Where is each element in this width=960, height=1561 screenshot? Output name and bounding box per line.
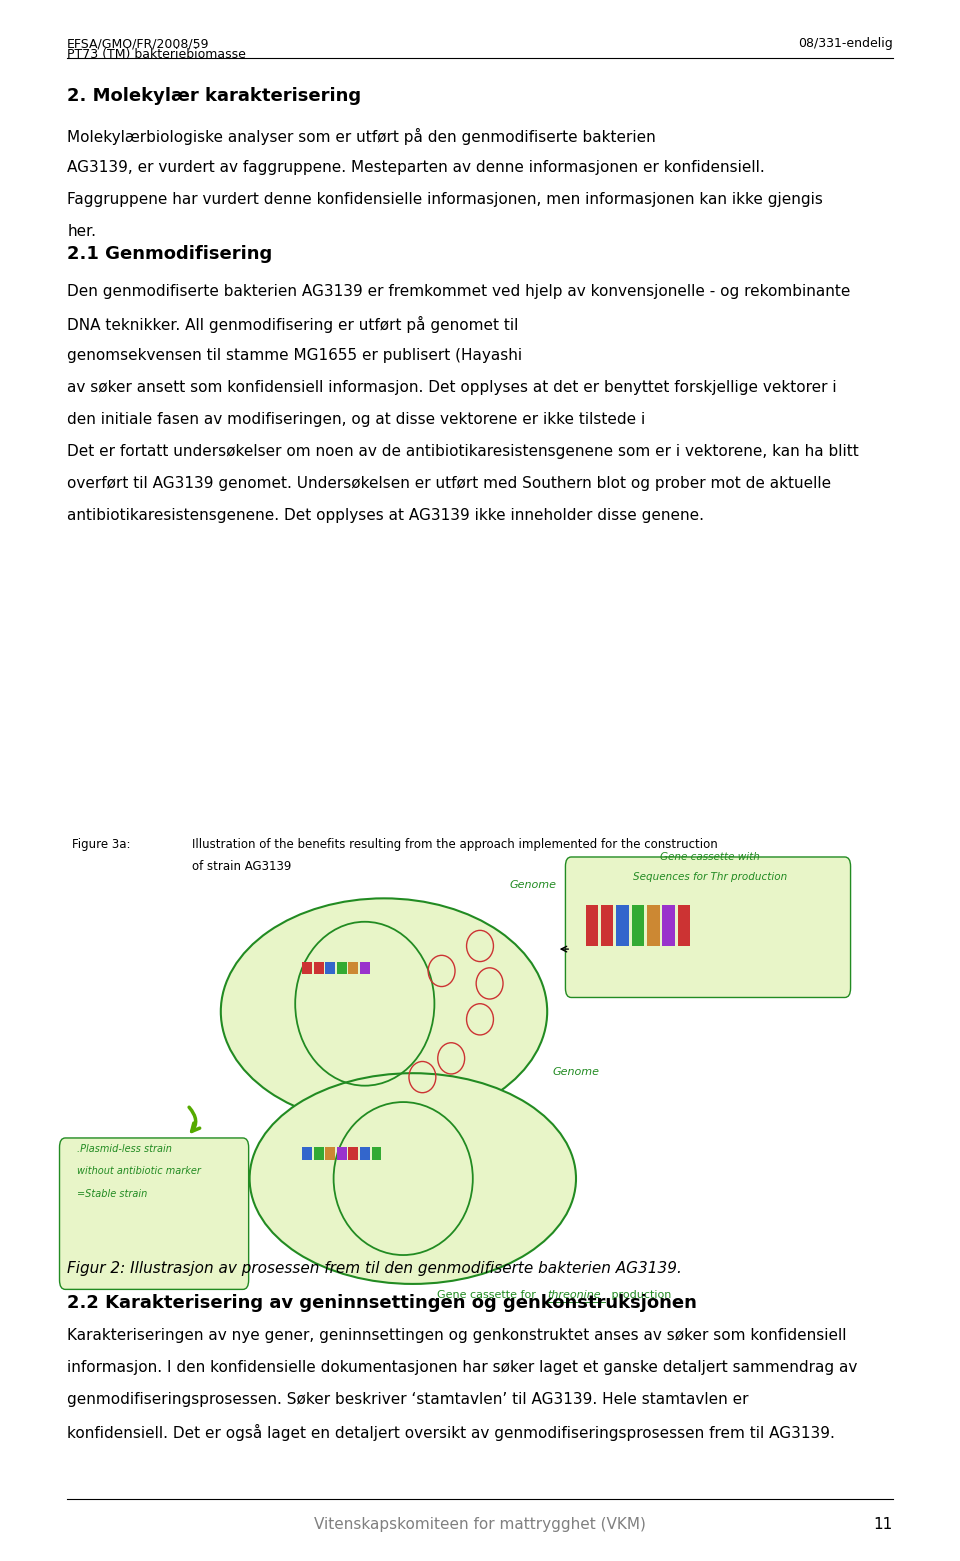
Bar: [337, 1147, 347, 1160]
Text: Det er fortatt undersøkelser om noen av de antibiotikaresistensgenene som er i v: Det er fortatt undersøkelser om noen av …: [67, 445, 859, 459]
Text: Gene cassette for: Gene cassette for: [437, 1291, 540, 1300]
Bar: [586, 905, 598, 946]
Text: threonine: threonine: [547, 1291, 601, 1300]
Text: EFSA/GMO/FR/2008/59: EFSA/GMO/FR/2008/59: [67, 37, 209, 50]
Text: Molekylærbiologiske analyser som er utført på den genmodifiserte bakterien: Molekylærbiologiske analyser som er utfø…: [67, 128, 660, 145]
Ellipse shape: [250, 1074, 576, 1283]
Bar: [314, 1147, 324, 1160]
Text: Faggruppene har vurdert denne konfidensielle informasjonen, men informasjonen ka: Faggruppene har vurdert denne konfidensi…: [67, 192, 823, 208]
Text: antibiotikaresistensgenene. Det opplyses at AG3139 ikke inneholder disse genene.: antibiotikaresistensgenene. Det opplyses…: [67, 509, 705, 523]
FancyBboxPatch shape: [60, 1138, 249, 1289]
Text: Karakteriseringen av nye gener, geninnsettingen og genkonstruktet anses av søker: Karakteriseringen av nye gener, geninnse…: [67, 1328, 847, 1344]
Text: Den genmodifiserte bakterien AG3139 er fremkommet ved hjelp av konvensjonelle - : Den genmodifiserte bakterien AG3139 er f…: [67, 284, 851, 300]
Text: Figure 3a:: Figure 3a:: [72, 838, 131, 851]
Text: Genome: Genome: [553, 1068, 599, 1077]
Text: 2. Molekylær karakterisering: 2. Molekylær karakterisering: [67, 87, 361, 106]
Text: genomsekvensen til stamme MG1655 er publisert (Hayashi: genomsekvensen til stamme MG1655 er publ…: [67, 348, 527, 364]
Text: Genome: Genome: [510, 880, 556, 890]
Text: 11: 11: [874, 1517, 893, 1533]
Bar: [325, 962, 335, 974]
Bar: [360, 962, 370, 974]
Text: den initiale fasen av modifiseringen, og at disse vektorene er ikke tilstede i: den initiale fasen av modifiseringen, og…: [67, 412, 650, 428]
Ellipse shape: [221, 899, 547, 1124]
Bar: [302, 962, 312, 974]
Text: production: production: [608, 1291, 671, 1300]
Bar: [360, 1147, 370, 1160]
Bar: [372, 1147, 381, 1160]
Bar: [348, 962, 358, 974]
Text: Gene cassette with: Gene cassette with: [660, 852, 760, 862]
Text: of strain AG3139: of strain AG3139: [192, 860, 292, 873]
Text: antibiotic markers: antibiotic markers: [333, 1132, 435, 1141]
Bar: [337, 962, 347, 974]
Text: .Plasmid-less strain: .Plasmid-less strain: [77, 1144, 172, 1154]
Bar: [314, 962, 324, 974]
Text: Sequences for Thr production: Sequences for Thr production: [634, 873, 787, 882]
Text: av søker ansett som konfidensiell informasjon. Det opplyses at det er benyttet f: av søker ansett som konfidensiell inform…: [67, 381, 837, 395]
Text: her.: her.: [67, 225, 96, 239]
Text: =Stable strain: =Stable strain: [77, 1189, 147, 1199]
Text: without antibiotic marker: without antibiotic marker: [77, 1166, 201, 1175]
Bar: [325, 1147, 335, 1160]
Text: PT73 (TM) bakteriebiomasse: PT73 (TM) bakteriebiomasse: [67, 48, 246, 61]
Text: Vitenskapskomiteen for mattrygghet (VKM): Vitenskapskomiteen for mattrygghet (VKM): [314, 1517, 646, 1533]
Text: konfidensiell. Det er også laget en detaljert oversikt av genmodifiseringsproses: konfidensiell. Det er også laget en deta…: [67, 1424, 835, 1441]
Bar: [616, 905, 629, 946]
Text: 2.2 Karakterisering av geninnsettingen og genkonstruksjonen: 2.2 Karakterisering av geninnsettingen o…: [67, 1294, 697, 1313]
Bar: [302, 1147, 312, 1160]
Text: Figur 2: Illustrasjon av prosessen frem til den genmodifiserte bakterien AG3139.: Figur 2: Illustrasjon av prosessen frem …: [67, 1261, 682, 1277]
Text: Illustration of the benefits resulting from the approach implemented for the con: Illustration of the benefits resulting f…: [192, 838, 718, 851]
Bar: [678, 905, 690, 946]
Text: DNA teknikker. All genmodifisering er utført på genomet til: DNA teknikker. All genmodifisering er ut…: [67, 315, 523, 332]
Bar: [647, 905, 660, 946]
Bar: [601, 905, 613, 946]
Text: AG3139, er vurdert av faggruppene. Mesteparten av denne informasjonen er konfide: AG3139, er vurdert av faggruppene. Meste…: [67, 159, 765, 175]
Bar: [348, 1147, 358, 1160]
Text: overført til AG3139 genomet. Undersøkelsen er utført med Southern blot og prober: overført til AG3139 genomet. Undersøkels…: [67, 476, 831, 492]
Text: genmodifiseringsprosessen. Søker beskriver ‘stamtavlen’ til AG3139. Hele stamtav: genmodifiseringsprosessen. Søker beskriv…: [67, 1392, 749, 1408]
Text: 2.1 Genmodifisering: 2.1 Genmodifisering: [67, 245, 273, 264]
Bar: [662, 905, 675, 946]
Bar: [632, 905, 644, 946]
Text: 08/331-endelig: 08/331-endelig: [798, 37, 893, 50]
FancyBboxPatch shape: [565, 857, 851, 997]
Text: informasjon. I den konfidensielle dokumentasjonen har søker laget et ganske deta: informasjon. I den konfidensielle dokume…: [67, 1360, 857, 1375]
FancyArrowPatch shape: [189, 1107, 200, 1132]
